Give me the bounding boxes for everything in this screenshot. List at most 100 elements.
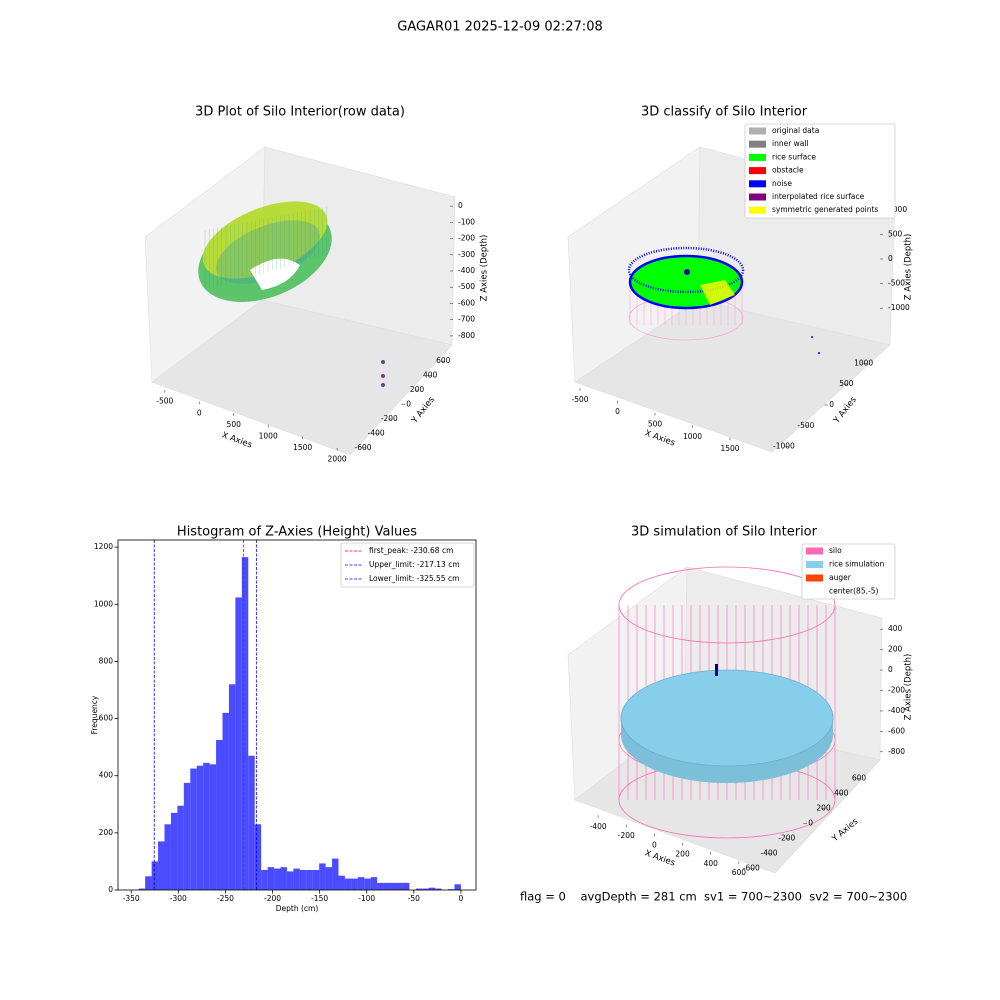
bar (357, 877, 365, 890)
y-tick-label: 0 (829, 400, 834, 409)
legend-swatch (749, 127, 766, 135)
bar (325, 867, 333, 890)
x-tick-label: -200 (618, 831, 635, 840)
z-tick-label: -400 (888, 706, 905, 715)
bar (183, 782, 191, 890)
y-axis-label: Y Axies (831, 395, 859, 427)
x-tick-label: -50 (408, 894, 420, 903)
bar (222, 712, 229, 890)
x-axis-label: X Axies (643, 848, 676, 868)
y-tick-label: -600 (355, 443, 372, 452)
bar (158, 841, 165, 890)
bar (344, 878, 352, 890)
z-tick-label: 0 (888, 665, 893, 674)
y-tick-label: 0 (406, 400, 411, 409)
bar (151, 861, 159, 890)
x-tick-label: 1500 (720, 444, 739, 453)
y-tick-label: 600 (436, 356, 451, 365)
z-tick-label: -300 (458, 250, 475, 259)
x-tick-label: 2000 (328, 455, 347, 464)
bar (203, 762, 210, 890)
x-tick-label: 0 (197, 408, 202, 417)
y-tick-label: 600 (99, 714, 114, 723)
legend-label: original data (772, 126, 819, 135)
bar (138, 888, 146, 890)
panel-title: 3D classify of Silo Interior (641, 105, 808, 120)
bar (177, 805, 184, 890)
y-tick-label: 1000 (94, 599, 113, 608)
panel-title: 3D simulation of Silo Interior (631, 525, 818, 540)
bar (338, 875, 345, 890)
bar (248, 755, 255, 890)
z-tick-label: 500 (888, 229, 903, 238)
legend-label: inner wall (772, 139, 809, 148)
bar (435, 888, 442, 890)
y-tick-label: 200 (99, 828, 114, 837)
bar (280, 867, 287, 890)
y-tick-label: 200 (410, 385, 425, 394)
y-tick-label: -400 (761, 849, 778, 858)
bar (396, 882, 403, 890)
bar (286, 871, 294, 890)
y-tick-label: -200 (381, 414, 398, 423)
bar (383, 882, 391, 890)
x-tick-label: 0 (459, 894, 464, 903)
y-tick-label: 1000 (854, 358, 873, 367)
figure-title: GAGAR01 2025-12-09 02:27:08 (397, 20, 602, 35)
point-cloud (202, 201, 328, 279)
bar (306, 870, 313, 890)
bar (261, 870, 268, 890)
y-tick-label: -600 (743, 864, 760, 873)
legend-label: rice simulation (829, 560, 885, 569)
pane (151, 299, 453, 456)
bar (422, 888, 429, 890)
obstacle-point (684, 269, 690, 275)
legend-swatch (749, 180, 766, 188)
z-axis-label: Z Axies (Depth) (904, 234, 914, 301)
z-tick-label: -1000 (888, 303, 910, 312)
legend-swatch (749, 193, 766, 201)
x-tick-label: -100 (358, 894, 375, 903)
z-tick-label: 200 (888, 645, 903, 654)
y-tick-label: 400 (99, 771, 114, 780)
x-tick-label: 0 (615, 407, 620, 416)
bar (454, 884, 461, 890)
bar (428, 887, 436, 890)
bar (319, 863, 326, 890)
x-tick-label: -400 (590, 822, 607, 831)
z-tick-label: -600 (888, 726, 905, 735)
x-tick-label: -500 (571, 395, 588, 404)
x-tick-label: -300 (170, 894, 187, 903)
legend-label: symmetric generated points (772, 205, 878, 214)
panel-title: 3D Plot of Silo Interior(row data) (195, 105, 405, 120)
y-tick-label: -200 (778, 834, 795, 843)
x-tick-label: -500 (156, 397, 173, 406)
auger (715, 664, 718, 676)
pane (574, 299, 891, 453)
y-tick-label: -500 (797, 421, 814, 430)
legend-label: first_peak: -230.68 cm (369, 546, 453, 555)
y-axis-label: Y Axies (830, 816, 861, 844)
legend-swatch (749, 140, 766, 148)
legend-label: auger (829, 573, 852, 582)
outlier-point (381, 360, 385, 364)
y-tick-label: -1000 (773, 442, 795, 451)
z-tick-label: -600 (458, 298, 475, 307)
legend-label: noise (772, 179, 792, 188)
bar (415, 888, 423, 890)
legend-label: Lower_limit: -325.55 cm (369, 574, 459, 583)
x-tick-label: 500 (227, 420, 242, 429)
outlier-point (381, 374, 385, 378)
bar (402, 882, 410, 890)
bar (448, 889, 455, 890)
x-tick-label: 1000 (683, 432, 702, 441)
bar (293, 868, 300, 890)
legend-box (340, 542, 475, 588)
y-tick-label: 400 (834, 789, 849, 798)
z-tick-label: -800 (458, 331, 475, 340)
y-axis-label: Frequency (90, 695, 99, 734)
bar (274, 868, 281, 890)
noise-point (811, 336, 813, 338)
noise-point (818, 352, 820, 354)
